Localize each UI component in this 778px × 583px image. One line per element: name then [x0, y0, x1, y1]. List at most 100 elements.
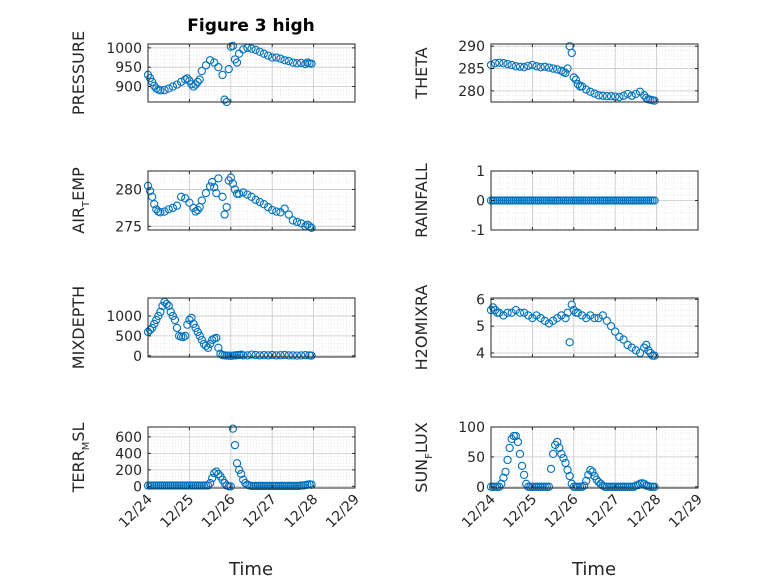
figure-title: Figure 3 high: [187, 16, 315, 36]
data-point: [515, 449, 525, 459]
data-point: [517, 461, 527, 471]
data-point: [563, 64, 572, 73]
data-point: [284, 210, 293, 219]
data-point: [571, 75, 581, 84]
subplot-5: 0 500 1000 MIXDEPTH: [69, 286, 356, 369]
axes-frame: [490, 297, 699, 358]
y-axis-label: THETA: [412, 47, 431, 99]
data-point: [288, 58, 298, 67]
data-point: [214, 174, 223, 183]
axes-background: [148, 298, 355, 357]
data-point: [586, 311, 595, 320]
data-point: [226, 173, 235, 182]
data-point: [526, 196, 535, 205]
data-point: [201, 61, 211, 70]
y-tick-label: 0: [133, 479, 142, 495]
data-point: [519, 308, 529, 317]
data-point: [511, 62, 520, 71]
data-point: [619, 335, 628, 344]
data-point: [228, 179, 238, 188]
data-point: [519, 63, 529, 72]
data-point: [524, 196, 533, 205]
data-point: [158, 481, 167, 490]
data-point: [577, 196, 587, 205]
data-point: [617, 482, 626, 491]
data-point: [181, 75, 190, 84]
data-point: [619, 196, 628, 205]
data-point: [528, 482, 537, 491]
data-point: [602, 92, 612, 101]
data-point: [621, 482, 630, 491]
y-tick-label: 275: [115, 219, 142, 235]
data-point: [627, 91, 636, 100]
data-point: [507, 196, 516, 205]
data-point: [170, 315, 180, 325]
data-point: [573, 80, 583, 89]
data-point: [553, 437, 562, 447]
data-point: [259, 351, 269, 360]
data-point: [592, 475, 601, 484]
data-point: [530, 482, 539, 491]
data-point: [145, 73, 155, 83]
data-point: [606, 482, 616, 491]
data-point: [301, 351, 310, 360]
data-point: [195, 331, 204, 341]
y-tick-label: 0: [133, 349, 142, 365]
axes-background: [148, 427, 355, 488]
data-point: [239, 45, 248, 54]
y-axis-label: TERRMSL: [69, 423, 92, 494]
data-point: [594, 91, 603, 100]
data-point: [577, 482, 587, 491]
data-point: [640, 343, 649, 352]
data-point: [290, 481, 300, 491]
data-point: [602, 196, 612, 205]
y-tick-label: 285: [458, 62, 485, 78]
data-point: [183, 74, 192, 83]
y-tick-label: -1: [471, 223, 485, 239]
data-point: [586, 196, 595, 205]
data-point: [147, 77, 157, 87]
data-point: [515, 308, 525, 317]
y-tick-label: 950: [115, 60, 142, 76]
data-point: [648, 196, 657, 205]
data-point: [156, 86, 165, 95]
y-tick-label: 290: [458, 39, 485, 55]
data-point: [569, 196, 578, 205]
data-point: [571, 482, 581, 491]
data-point: [228, 424, 238, 433]
data-point: [276, 481, 285, 491]
data-point: [590, 196, 599, 205]
data-point: [642, 196, 651, 205]
x-axis-label-right: Time: [571, 559, 616, 580]
data-point: [292, 351, 302, 360]
axes-background: [148, 44, 355, 102]
y-axis-label: RAINFALL: [412, 163, 431, 238]
data-point: [540, 196, 549, 205]
data-point: [268, 53, 277, 62]
data-point: [236, 469, 246, 479]
data-point: [210, 58, 219, 67]
data-point: [582, 85, 591, 94]
data-point: [193, 327, 202, 337]
data-point: [201, 481, 211, 490]
data-point: [538, 482, 547, 491]
data-point: [152, 84, 161, 93]
data-point: [263, 351, 273, 360]
data-point: [239, 188, 248, 197]
data-point: [592, 196, 601, 205]
data-point: [532, 196, 541, 205]
data-point: [528, 313, 537, 323]
data-point: [259, 49, 269, 58]
data-point: [575, 196, 585, 205]
data-point: [282, 481, 291, 491]
data-point: [598, 196, 607, 205]
data-point: [164, 205, 173, 214]
data-point: [232, 58, 242, 67]
y-tick-label: 100: [458, 420, 485, 436]
data-point: [555, 443, 564, 453]
data-point: [604, 196, 614, 205]
data-point: [553, 196, 562, 205]
data-point: [247, 481, 256, 491]
data-point: [247, 192, 256, 201]
